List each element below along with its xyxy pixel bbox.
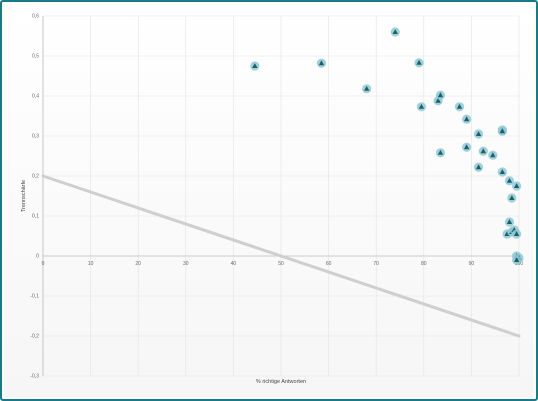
triangle-marker [318,60,325,66]
triangle-marker [418,103,425,109]
data-point [362,84,372,94]
data-point [462,114,472,124]
y-tick-label: 0,3 [32,134,39,140]
trend-lines [41,174,521,338]
x-axis-title: % richtige Antworten [256,379,306,385]
data-points [250,27,524,265]
triangle-marker [463,116,470,122]
triangle-marker [506,219,513,224]
triangle-marker [435,97,441,103]
x-tick-label: 30 [183,261,189,267]
triangle-marker [416,59,422,65]
data-point [512,229,522,239]
data-point [316,58,327,68]
triangle-marker [499,128,506,134]
data-point [512,255,522,265]
triangle-marker [506,177,513,183]
data-point [512,181,522,191]
y-tick-label: 0 [36,254,39,260]
x-tick-label: 90 [469,261,475,267]
data-point [504,217,515,227]
y-tick-label: 0,1 [32,214,39,220]
triangle-marker [456,103,463,109]
triangle-marker [475,164,482,170]
data-point [416,102,427,112]
data-point [390,27,400,37]
trend-line [41,174,521,338]
data-point [497,167,507,177]
triangle-marker [475,131,482,136]
triangle-marker [499,169,506,174]
y-tick-label: 0,4 [32,94,39,100]
x-tick-label: 20 [135,261,141,267]
data-point [478,146,488,156]
x-tick-label: 0 [42,261,45,267]
x-tick-label: 70 [373,261,379,267]
data-point [497,126,507,136]
triangle-marker [392,29,398,34]
y-tick-label: 0,2 [32,174,39,180]
triangle-marker [437,92,444,98]
data-point [435,148,446,158]
data-point [462,142,472,152]
triangle-marker [480,148,486,154]
x-tick-label: 80 [421,261,427,267]
triangle-marker [252,63,258,68]
triangle-marker [509,195,515,200]
triangle-marker [490,152,496,158]
x-tick-label: 60 [326,261,332,267]
x-tick-label: 50 [278,261,284,267]
y-tick-label: -0,1 [30,294,39,300]
data-point [414,58,424,68]
data-point [504,176,515,186]
x-tick-label: 40 [231,261,237,267]
x-axis-ticks: 0 10 20 30 40 50 60 70 80 90 100 [42,261,524,267]
y-axis-ticks: 0,6 0,5 0,4 0,3 0,2 0,1 0 -0,1 -0,2 -0,3 [30,14,39,380]
y-tick-label: 0,5 [32,54,39,60]
triangle-marker [437,149,444,155]
y-axis-title: Trennschärfe [21,180,27,212]
y-tick-label: -0,2 [30,334,39,340]
triangle-marker [463,144,470,150]
data-point [473,162,484,172]
triangle-marker [513,183,520,188]
x-tick-label: 100 [515,261,524,267]
data-point [435,90,446,100]
gridlines [42,15,520,377]
data-point [473,129,484,139]
x-tick-label: 10 [88,261,94,267]
triangle-marker [513,257,520,262]
data-point [507,193,517,203]
y-tick-label: -0,3 [30,374,39,380]
data-point [454,102,465,112]
data-point [250,61,260,71]
triangle-marker [513,231,520,236]
chart-background [4,4,534,397]
triangle-marker [363,85,370,91]
y-tick-label: 0,6 [32,14,39,20]
data-point [488,150,498,160]
